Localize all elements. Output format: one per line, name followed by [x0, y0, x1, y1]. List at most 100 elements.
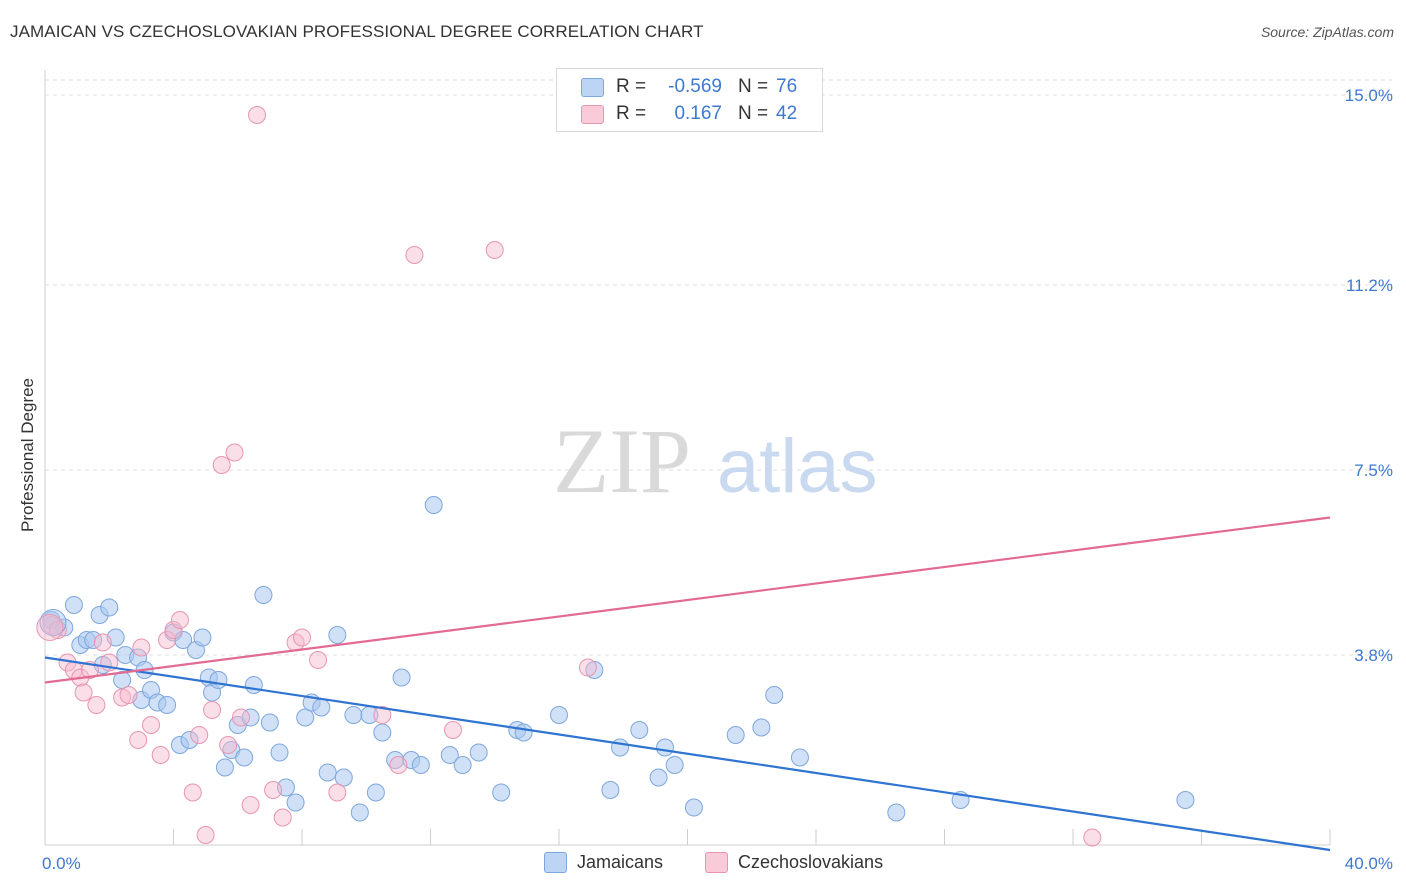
point-czechoslovakians — [129, 731, 148, 749]
point-czechoslovakians — [264, 781, 283, 799]
point-jamaicans — [790, 748, 809, 767]
x-tick-label-max: 40.0% — [1345, 854, 1393, 873]
point-jamaicans — [887, 803, 906, 822]
point-jamaicans — [209, 671, 228, 689]
n-value: 42 — [776, 103, 798, 124]
legend-label-jamaicans: Jamaicans — [577, 852, 664, 872]
point-jamaicans — [752, 718, 771, 737]
point-czechoslovakians — [203, 701, 222, 719]
point-jamaicans-cluster — [39, 609, 67, 636]
point-jamaicans — [296, 708, 315, 727]
point-jamaicans — [373, 723, 392, 742]
point-czechoslovakians — [183, 783, 202, 802]
point-czechoslovakians — [151, 746, 170, 764]
point-jamaicans — [241, 708, 260, 727]
point-czechoslovakians — [273, 808, 292, 827]
point-czechoslovakians — [389, 756, 408, 774]
r-value: -0.569 — [668, 76, 722, 97]
point-jamaicans — [235, 748, 254, 767]
legend-item-czechoslovakians[interactable]: Czechoslovakians — [705, 852, 883, 873]
legend-row-czechoslovakians: R = 0.167 N = 42 — [581, 102, 797, 126]
point-jamaicans — [649, 768, 668, 787]
y-tick-label: 3.8% — [1354, 646, 1393, 665]
point-czechoslovakians — [248, 106, 267, 124]
legend-swatch-czechoslovakians — [705, 852, 728, 873]
point-jamaicans — [765, 686, 784, 704]
watermark-zip: ZIP — [553, 410, 691, 512]
point-jamaicans — [611, 738, 630, 757]
point-czechoslovakians — [578, 658, 597, 677]
y-tick-label: 11.2% — [1346, 276, 1393, 295]
legend-swatch-jamaicans — [544, 852, 567, 873]
n-label: N = — [738, 103, 769, 124]
point-jamaicans — [158, 696, 177, 714]
point-jamaicans — [254, 586, 273, 604]
r-label: R = — [616, 76, 647, 97]
point-czechoslovakians — [74, 683, 93, 702]
point-czechoslovakians — [132, 638, 151, 657]
point-jamaicans — [318, 763, 337, 782]
point-czechoslovakians — [293, 628, 311, 647]
point-jamaicans — [601, 781, 620, 799]
trend-lines — [44, 516, 1331, 852]
point-jamaicans — [312, 698, 331, 717]
point-jamaicans — [684, 798, 703, 817]
point-jamaicans — [244, 676, 263, 694]
r-label: R = — [616, 103, 647, 124]
point-czechoslovakians — [87, 696, 106, 714]
point-czechoslovakians — [231, 708, 250, 727]
point-jamaicans — [656, 738, 675, 757]
legend-swatch-pink — [581, 104, 604, 124]
point-jamaicans — [260, 713, 279, 732]
y-tick-label: 7.5% — [1354, 461, 1393, 480]
r-value: 0.167 — [674, 103, 722, 124]
point-jamaicans — [726, 726, 745, 744]
watermark-atlas: atlas — [717, 424, 878, 509]
point-jamaicans — [180, 731, 199, 749]
point-czechoslovakians — [190, 726, 209, 744]
legend-item-jamaicans[interactable]: Jamaicans — [544, 852, 663, 873]
n-value: 76 — [776, 76, 798, 97]
point-jamaicans — [344, 706, 363, 724]
x-tick-label-min: 0.0% — [42, 854, 81, 873]
point-czechoslovakians — [241, 796, 260, 814]
y-tick-label: 15.0% — [1345, 86, 1393, 105]
point-jamaicans — [270, 743, 289, 762]
point-jamaicans — [550, 706, 568, 724]
point-jamaicans — [411, 756, 430, 774]
trend-line-czechoslovakians — [44, 516, 1331, 684]
point-jamaicans — [453, 756, 472, 774]
point-czechoslovakians — [212, 456, 231, 474]
point-czechoslovakians — [309, 651, 328, 669]
point-jamaicans — [215, 758, 234, 777]
point-czechoslovakians — [225, 443, 244, 462]
x-tick-labels: 0.0% 40.0% — [42, 854, 1393, 873]
point-jamaicans — [630, 721, 649, 739]
point-czechoslovakians — [443, 721, 462, 739]
point-jamaicans — [440, 746, 459, 764]
point-czechoslovakians — [219, 736, 238, 754]
trend-line-jamaicans — [44, 656, 1331, 852]
point-jamaicans — [492, 783, 511, 802]
point-czechoslovakians — [119, 686, 138, 704]
legend-swatch-blue — [581, 77, 604, 97]
point-jamaicans — [665, 756, 684, 774]
watermark: ZIP atlas — [553, 410, 878, 512]
point-jamaicans — [514, 723, 533, 742]
point-jamaicans — [366, 783, 385, 802]
point-czechoslovakians — [485, 241, 504, 259]
stats-legend: R = -0.569 N = 76 R = 0.167 N = 42 — [556, 68, 823, 132]
point-czechoslovakians — [164, 621, 183, 639]
point-czechoslovakians — [142, 716, 161, 734]
point-czechoslovakians — [158, 631, 177, 649]
point-jamaicans — [334, 768, 353, 787]
chart-title: JAMAICAN VS CZECHOSLOVAKIAN PROFESSIONAL… — [10, 22, 704, 41]
series-legend: Jamaicans Czechoslovakians — [0, 852, 1406, 876]
point-jamaicans — [64, 596, 83, 614]
point-czechoslovakians — [328, 783, 347, 802]
point-jamaicans — [174, 631, 193, 649]
point-jamaicans — [1176, 791, 1195, 809]
point-jamaicans — [286, 793, 305, 812]
point-czechoslovakians — [170, 611, 189, 629]
